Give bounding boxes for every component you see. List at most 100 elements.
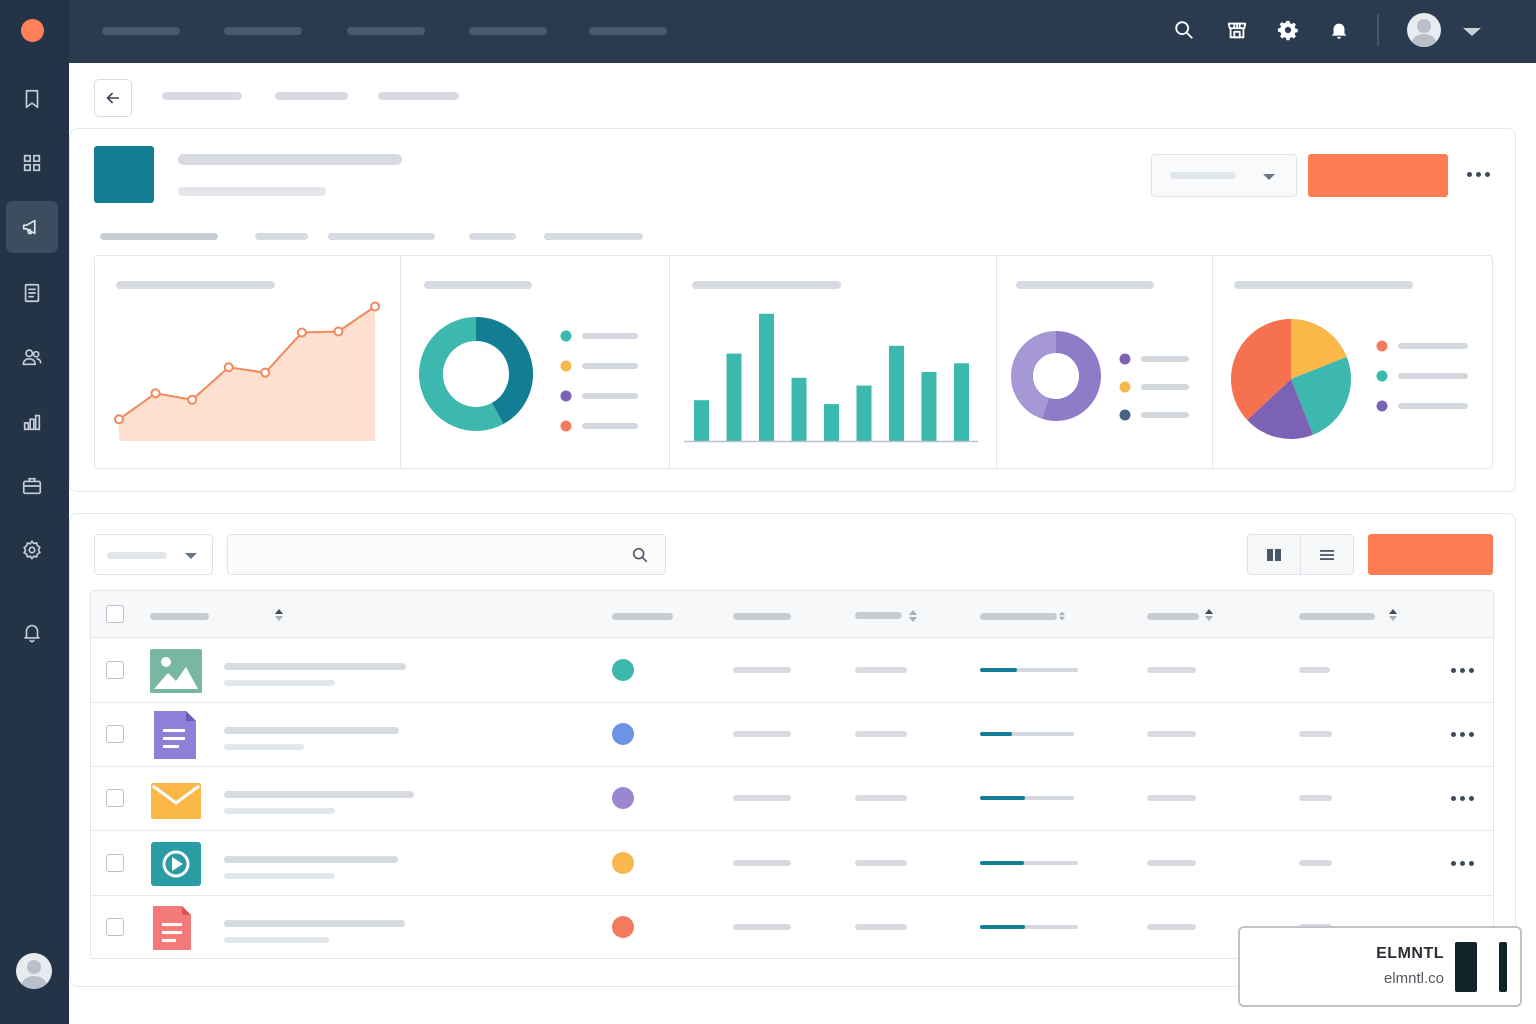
column-header[interactable] <box>150 613 209 620</box>
filter-select[interactable] <box>94 534 213 575</box>
briefcase-icon[interactable] <box>6 460 58 512</box>
nav-item[interactable] <box>102 27 180 35</box>
logo[interactable] <box>21 19 44 42</box>
tab-active[interactable] <box>100 233 218 240</box>
tab[interactable] <box>469 233 516 240</box>
sort-icon[interactable] <box>1059 611 1065 621</box>
search-input[interactable] <box>227 534 666 575</box>
sort-icon[interactable] <box>909 610 917 622</box>
breadcrumb-item[interactable] <box>378 92 459 100</box>
more-icon[interactable] <box>1451 796 1474 801</box>
file-name[interactable] <box>224 920 405 927</box>
row-checkbox[interactable] <box>106 725 124 743</box>
avatar[interactable] <box>16 953 52 989</box>
table-cell <box>855 731 907 737</box>
column-header[interactable] <box>612 613 673 620</box>
more-icon[interactable] <box>1451 668 1474 673</box>
divider <box>91 895 1493 896</box>
pie-chart <box>1231 319 1468 439</box>
table-cell <box>733 795 791 801</box>
bookmark-icon[interactable] <box>6 73 58 125</box>
tab[interactable] <box>544 233 643 240</box>
bar <box>889 345 904 441</box>
more-icon[interactable] <box>1467 172 1490 177</box>
column-header[interactable] <box>855 612 902 619</box>
bar <box>921 372 937 441</box>
divider <box>1377 14 1379 46</box>
primary-action-button[interactable] <box>1308 154 1448 197</box>
avatar[interactable] <box>1407 13 1441 47</box>
grid-icon[interactable] <box>6 137 58 189</box>
store-icon[interactable] <box>1224 17 1250 43</box>
donut-chart <box>419 317 638 432</box>
list-view-button[interactable] <box>1301 535 1353 574</box>
donut-segment <box>1042 331 1101 421</box>
page-title <box>178 154 402 165</box>
column-header[interactable] <box>1147 613 1199 620</box>
select-all-checkbox[interactable] <box>106 605 124 623</box>
users-icon[interactable] <box>6 331 58 383</box>
nav-item[interactable] <box>347 27 425 35</box>
period-select[interactable] <box>1151 154 1297 197</box>
sort-icon[interactable] <box>1389 609 1397 621</box>
bell-icon[interactable] <box>1326 17 1352 43</box>
nav-item[interactable] <box>469 27 547 35</box>
column-header[interactable] <box>733 613 791 620</box>
bar <box>726 353 742 441</box>
legend-marker <box>1119 409 1131 421</box>
chevron-down-icon[interactable] <box>1463 28 1481 36</box>
table-cell <box>1147 924 1196 930</box>
view-toggle[interactable] <box>1247 534 1354 575</box>
grid-view-button[interactable] <box>1248 535 1300 574</box>
add-button[interactable] <box>1368 534 1493 575</box>
data-point <box>260 367 271 378</box>
gear-icon[interactable] <box>1275 17 1301 43</box>
column-header[interactable] <box>980 613 1057 620</box>
select-value <box>107 552 167 559</box>
sidebar <box>0 0 69 1024</box>
data-point <box>187 394 198 405</box>
breadcrumb-item[interactable] <box>275 92 348 100</box>
file-name[interactable] <box>224 791 414 798</box>
bar <box>694 400 709 441</box>
donut-segment <box>1011 331 1057 419</box>
sort-icon[interactable] <box>1205 609 1213 621</box>
more-icon[interactable] <box>1451 861 1474 866</box>
legend-label <box>582 333 638 339</box>
tab[interactable] <box>255 233 308 240</box>
progress-fill <box>980 925 1026 929</box>
progress-fill <box>980 796 1026 800</box>
status-dot <box>612 787 634 809</box>
nav-item[interactable] <box>224 27 302 35</box>
chart-title <box>1016 281 1154 289</box>
sort-icon[interactable] <box>275 609 283 621</box>
file-name[interactable] <box>224 727 399 734</box>
progress-fill <box>980 732 1012 736</box>
row-checkbox[interactable] <box>106 789 124 807</box>
bar <box>954 363 969 441</box>
pie-slice <box>1231 319 1291 421</box>
table-cell <box>1299 731 1332 737</box>
row-checkbox[interactable] <box>106 918 124 936</box>
document-icon[interactable] <box>6 267 58 319</box>
search-icon[interactable] <box>631 546 649 564</box>
file-meta <box>224 680 335 686</box>
breadcrumb-item[interactable] <box>162 92 242 100</box>
divider <box>91 766 1493 767</box>
row-checkbox[interactable] <box>106 661 124 679</box>
nav-item[interactable] <box>589 27 667 35</box>
bell-icon[interactable] <box>6 606 58 658</box>
row-checkbox[interactable] <box>106 854 124 872</box>
more-icon[interactable] <box>1451 732 1474 737</box>
search-icon[interactable] <box>1171 17 1197 43</box>
back-button[interactable] <box>94 79 132 117</box>
legend-marker <box>1119 381 1131 393</box>
megaphone-icon[interactable] <box>6 201 58 253</box>
legend-label <box>1141 412 1189 418</box>
tab[interactable] <box>328 233 435 240</box>
column-header[interactable] <box>1299 613 1375 620</box>
gear-icon[interactable] <box>6 524 58 576</box>
bar-chart-icon[interactable] <box>6 396 58 448</box>
file-name[interactable] <box>224 663 406 670</box>
file-name[interactable] <box>224 856 398 863</box>
